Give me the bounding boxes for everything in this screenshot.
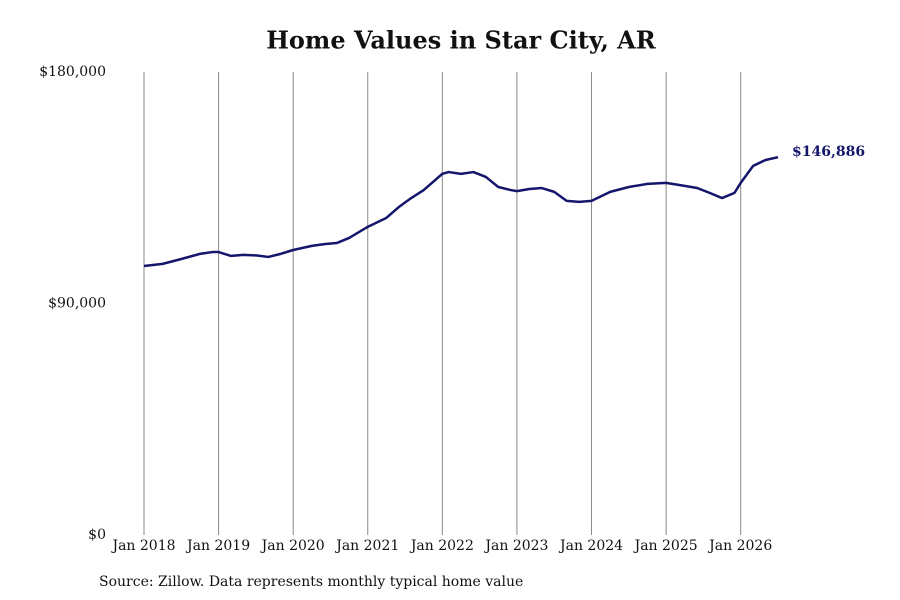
x-tick-label: Jan 2024	[558, 538, 623, 554]
chart-title: Home Values in Star City, AR	[266, 26, 657, 55]
x-tick-label: Jan 2021	[334, 538, 399, 554]
y-tick-label: $90,000	[48, 296, 106, 312]
x-tick-label: Jan 2020	[260, 538, 325, 554]
x-tick-label: Jan 2018	[110, 538, 175, 554]
y-tick-label: $180,000	[39, 64, 106, 80]
value-label: $146,886	[792, 144, 865, 160]
y-tick-label: $0	[88, 527, 106, 543]
x-tick-label: Jan 2022	[409, 538, 474, 554]
source-note: Source: Zillow. Data represents monthly …	[99, 574, 523, 590]
x-tick-label: Jan 2026	[707, 538, 772, 554]
x-tick-label: Jan 2023	[483, 538, 548, 554]
line	[143, 155, 779, 268]
x-tick-label: Jan 2025	[633, 538, 698, 554]
x-tick-label: Jan 2019	[185, 538, 250, 554]
